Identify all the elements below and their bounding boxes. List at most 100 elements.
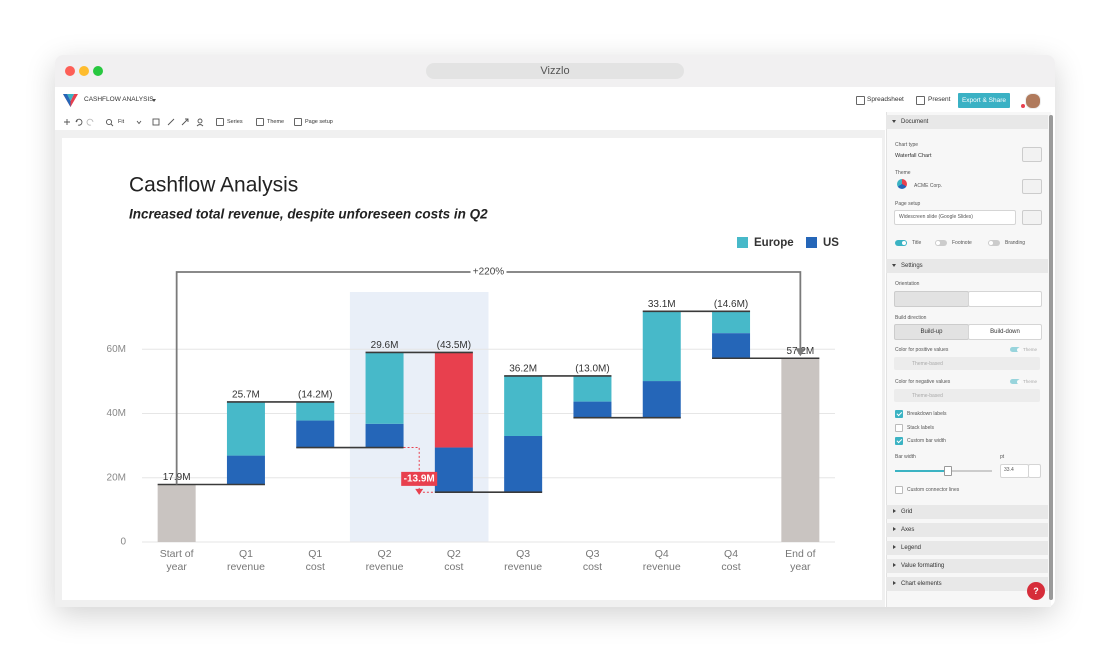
stack-labels-checkbox[interactable] (895, 424, 903, 432)
orientation-horizontal[interactable] (968, 291, 1042, 307)
negative-theme-toggle[interactable] (1010, 379, 1021, 384)
negative-color-field[interactable] (894, 389, 1040, 402)
scrollbar[interactable] (1049, 115, 1053, 600)
y-tick-label: 60M (107, 344, 126, 355)
chart: Cashflow Analysis Increased total revenu… (107, 174, 840, 573)
legend-section[interactable]: Legend (886, 541, 1048, 555)
spreadsheet-button[interactable]: Spreadsheet (867, 96, 904, 103)
document-header[interactable]: Document (886, 115, 1048, 129)
theme-name: ACME Corp. (914, 183, 943, 189)
value-formatting-section[interactable]: Value formatting (886, 559, 1048, 573)
x-tick-label: revenue (366, 561, 404, 573)
bracket-arrow (795, 348, 806, 357)
orientation-vertical[interactable] (894, 291, 969, 307)
bar-width-value: 33.4 (1004, 467, 1014, 473)
zoom-button[interactable] (93, 66, 103, 76)
bar-segment (504, 375, 543, 436)
positive-color-field[interactable] (894, 357, 1040, 370)
zoom-fit[interactable]: Fit (118, 119, 125, 125)
x-tick-label: cost (444, 561, 463, 573)
page-setup-label: Page setup (895, 201, 921, 207)
bar-segment (434, 447, 473, 493)
bracket-label: +220% (473, 267, 505, 278)
build-direction-label: Build direction (895, 315, 927, 321)
value-label: (14.6M) (714, 299, 748, 310)
bracket-label-bg (470, 265, 507, 279)
build-down-option[interactable]: Build-down (968, 324, 1042, 340)
close-button[interactable] (65, 66, 75, 76)
chart-elements-section[interactable]: Chart elements (886, 577, 1048, 591)
export-button[interactable]: Export & Share (958, 93, 1010, 108)
theme-icon (256, 118, 264, 126)
help-button[interactable]: ? (1027, 582, 1045, 600)
section-title: Chart elements (901, 581, 942, 587)
x-tick-label: Q1 (239, 548, 253, 560)
orientation-label: Orientation (895, 281, 920, 287)
value-label: (14.2M) (298, 390, 332, 401)
y-tick-label: 40M (107, 408, 126, 419)
breakdown-labels-checkbox[interactable] (895, 410, 903, 418)
axes-section[interactable]: Axes (886, 523, 1048, 537)
negative-color-value: Theme-based (912, 393, 943, 399)
theme-label: Theme (895, 170, 911, 176)
y-tick-label: 20M (107, 472, 126, 483)
footnote-toggle[interactable] (935, 240, 947, 246)
value-label: 33.1M (648, 299, 676, 310)
bar-segment (365, 352, 404, 424)
custom-connector-label: Custom connector lines (907, 487, 960, 493)
section-title: Value formatting (901, 563, 945, 569)
toolbar-icons (64, 118, 142, 127)
present-button[interactable]: Present (928, 96, 951, 103)
custom-connector-checkbox[interactable] (895, 486, 903, 494)
logo (63, 94, 78, 107)
difference-label-bg (401, 471, 438, 486)
bar-segment (226, 401, 265, 456)
series-button[interactable]: Series (227, 119, 243, 125)
stack-labels-label: Stack labels (907, 425, 934, 431)
value-label: (13.0M) (575, 364, 609, 375)
avatar[interactable] (1025, 93, 1041, 109)
value-label: 29.6M (371, 340, 399, 351)
grid-section[interactable]: Grid (886, 505, 1048, 519)
series-icon (216, 118, 224, 126)
section-title: Axes (901, 527, 915, 533)
page-setup-select[interactable] (894, 210, 1016, 225)
bar-segment (296, 401, 335, 421)
build-up-option[interactable]: Build-up (894, 324, 969, 340)
page-setup-button[interactable]: Page setup (305, 119, 333, 125)
title-toggle-label: Title (912, 240, 922, 246)
minimize-button[interactable] (79, 66, 89, 76)
negative-theme-toggle-label: Theme (1023, 379, 1038, 384)
bar-width-slider[interactable] (944, 466, 952, 476)
positive-theme-toggle[interactable] (1010, 347, 1021, 352)
legend-swatch (737, 237, 748, 248)
settings-header[interactable]: Settings (886, 259, 1048, 273)
custom-bar-width-checkbox[interactable] (895, 437, 903, 445)
x-tick-label: Q3 (585, 548, 599, 560)
bar-segment (226, 455, 265, 485)
bar-segment (573, 375, 612, 402)
chart-type-button[interactable] (1022, 147, 1042, 162)
value-label: 36.2M (509, 364, 537, 375)
page-setup-button[interactable] (1022, 210, 1042, 225)
difference-line (403, 447, 435, 493)
theme-swatch (897, 179, 907, 189)
x-tick-label: year (790, 561, 811, 573)
y-tick-label: 0 (120, 537, 126, 548)
chart-subtitle: Increased total revenue, despite unfores… (129, 207, 488, 222)
theme-button[interactable] (1022, 179, 1042, 194)
x-tick-label: cost (583, 561, 602, 573)
bar-width-spinner[interactable] (1028, 464, 1041, 478)
title-toggle[interactable] (895, 240, 907, 246)
section-title: Grid (901, 509, 913, 515)
x-tick-label: Q3 (516, 548, 530, 560)
branding-toggle[interactable] (988, 240, 1000, 246)
total-bar (157, 484, 196, 542)
chart-type: Waterfall Chart (895, 153, 932, 159)
bar-segment (434, 352, 473, 448)
chart-type-label: Chart type (895, 142, 919, 148)
document-menu-caret[interactable] (152, 99, 156, 102)
theme-button[interactable]: Theme (267, 119, 285, 125)
spreadsheet-icon (856, 96, 865, 105)
document-name[interactable]: CASHFLOW ANALYSIS (84, 96, 154, 103)
